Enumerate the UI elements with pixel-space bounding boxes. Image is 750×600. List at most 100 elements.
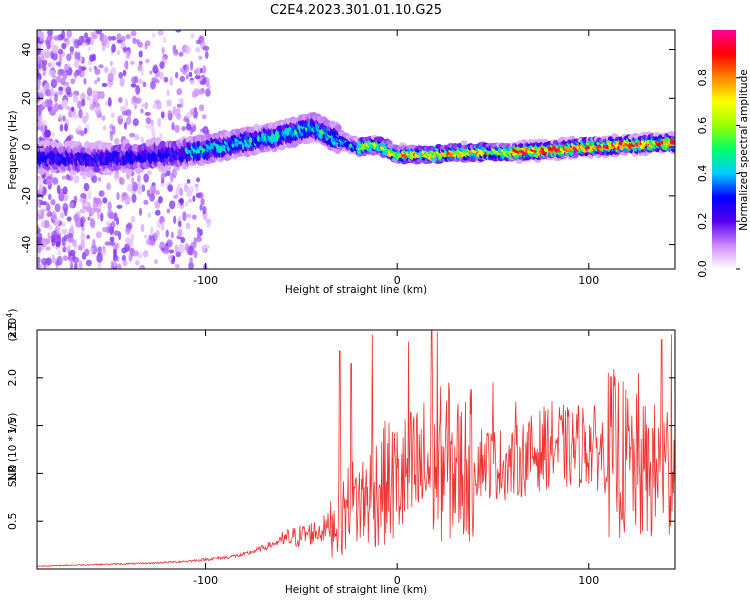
spectrogram-noise-cell <box>97 246 102 255</box>
spectrogram-noise-cell <box>199 204 203 211</box>
spectrogram-noise-cell <box>149 226 154 236</box>
spectrogram-noise-cell <box>41 257 48 266</box>
spectrogram-noise-cell <box>188 71 193 78</box>
spectrogram-noise-cell <box>88 66 93 73</box>
spectrogram-noise-cell <box>73 213 80 222</box>
spectrogram-noise-cell <box>58 113 63 122</box>
spectrogram-noise-cell <box>63 37 68 42</box>
spectrogram-noise-cell <box>200 198 205 206</box>
spectrogram-noise-cell <box>194 74 201 80</box>
spectrogram-noise-cell <box>48 224 53 231</box>
spectrogram-noise-cell <box>138 207 143 217</box>
spectrogram-noise-cell <box>37 230 40 235</box>
spectrogram-noise-cell <box>43 59 48 66</box>
colorbar-label: Normalized spectral amplitude <box>738 69 750 230</box>
spectrogram-noise-cell <box>96 77 101 82</box>
spectrogram-noise-cell <box>66 135 72 142</box>
spectrogram-noise-cell <box>127 222 133 230</box>
spectrogram-noise-cell <box>73 241 78 250</box>
spectrogram-noise-cell <box>94 106 102 117</box>
spectrogram-band-cell <box>385 139 393 145</box>
spectrogram-noise-cell <box>106 182 111 191</box>
spectrogram-noise-cell <box>105 220 111 228</box>
spectrogram-noise-cell <box>37 120 43 128</box>
spectrogram-noise-cell <box>119 114 124 120</box>
spectrogram-noise-cell <box>56 255 63 266</box>
spectrogram-noise-cell <box>57 48 64 55</box>
spectrogram-noise-cell <box>62 115 66 122</box>
spectrogram-noise-cell <box>112 254 118 262</box>
spectrogram-noise-cell <box>40 49 47 55</box>
spectrogram-noise-cell <box>42 84 47 94</box>
spectrogram-noise-cell <box>131 76 137 84</box>
spectrogram-noise-cell <box>177 243 185 254</box>
spectrogram-noise-cell <box>204 50 209 59</box>
spectrogram-noise-cell <box>65 174 71 181</box>
spectrogram-noise-cell <box>121 36 126 42</box>
spectrogram-noise-cell <box>85 111 89 122</box>
spectrogram-noise-cell <box>205 88 211 97</box>
spectrogram-noise-cell <box>174 263 181 269</box>
spectrogram-noise-cell <box>195 177 201 183</box>
spectrogram-noise-cell <box>63 196 68 202</box>
spectrogram-noise-cell <box>163 76 169 83</box>
spectrogram-noise-cell <box>174 71 179 79</box>
spectrogram-noise-cell <box>94 102 101 108</box>
spectrogram-noise-cell <box>128 253 133 262</box>
spectrogram-noise-cell <box>102 34 108 45</box>
spectrogram-noise-cell <box>184 201 188 207</box>
spectrogram-noise-cell <box>185 73 189 80</box>
spectrogram-noise-cell <box>92 196 98 203</box>
spectrogram-noise-cell <box>161 247 166 252</box>
spectrogram-noise-cell <box>37 236 40 245</box>
spectrogram-noise-cell <box>191 214 197 220</box>
colorbar-tick-label: 0.2 <box>696 212 709 230</box>
spectrogram-noise-cell <box>136 174 141 183</box>
spectrogram-noise-cell <box>177 220 182 228</box>
spectrogram-noise-cell <box>129 60 135 65</box>
spectrogram-noise-cell <box>59 124 64 132</box>
spectrogram-noise-cell <box>61 228 68 235</box>
spectrogram-noise-cell <box>184 45 191 55</box>
spectrogram-noise-cell <box>62 246 67 253</box>
spectrogram-noise-cell <box>140 67 144 76</box>
spectrogram-noise-cell <box>37 177 43 187</box>
spectrogram-noise-cell <box>194 106 198 114</box>
spectrogram-noise-cell <box>100 247 107 256</box>
spectrogram-noise-cell <box>37 43 43 48</box>
colorbar-tick-label: 0.6 <box>696 117 709 135</box>
spectrogram-noise-cell <box>101 227 108 233</box>
spectrogram-noise-cell <box>181 126 186 132</box>
spectrogram-noise-cell <box>138 50 143 58</box>
spectrogram-noise-cell <box>86 234 91 240</box>
spectrogram-noise-cell <box>120 195 125 203</box>
spectrogram-noise-cell <box>141 103 147 108</box>
spectrogram-noise-cell <box>61 175 67 180</box>
spectrogram-noise-cell <box>137 78 144 84</box>
spectrogram-noise-cell <box>166 100 173 107</box>
spectrogram-noise-cell <box>37 56 42 65</box>
spectrogram-noise-cell <box>62 255 68 262</box>
spectrogram-noise-cell <box>69 262 74 269</box>
spectrogram-noise-cell <box>122 47 130 52</box>
spectrogram-noise-cell <box>141 184 146 193</box>
spectrogram-noise-cell <box>206 220 211 229</box>
spectrogram-noise-cell <box>116 192 120 201</box>
spectrogram-noise-cell <box>78 129 84 136</box>
spectrogram-noise-cell <box>153 259 159 265</box>
spectrogram-noise-cell <box>132 37 137 45</box>
spectrogram-noise-cell <box>83 182 90 192</box>
x-tick-label: 0 <box>394 574 401 587</box>
spectrogram-noise-cell <box>45 257 52 266</box>
spectrogram-cells <box>37 30 675 269</box>
spectrogram-noise-cell <box>72 93 79 103</box>
spectrogram-noise-cell <box>73 71 78 78</box>
spectrogram-noise-cell <box>151 32 156 39</box>
x-tick-label: 100 <box>578 574 599 587</box>
spectrogram-noise-cell <box>154 99 161 105</box>
spectrogram-noise-cell <box>135 97 142 104</box>
spectrogram-noise-cell <box>192 195 196 203</box>
spectrogram-noise-cell <box>65 86 72 96</box>
snr-x-axis-label: Height of straight line (km) <box>285 584 427 596</box>
